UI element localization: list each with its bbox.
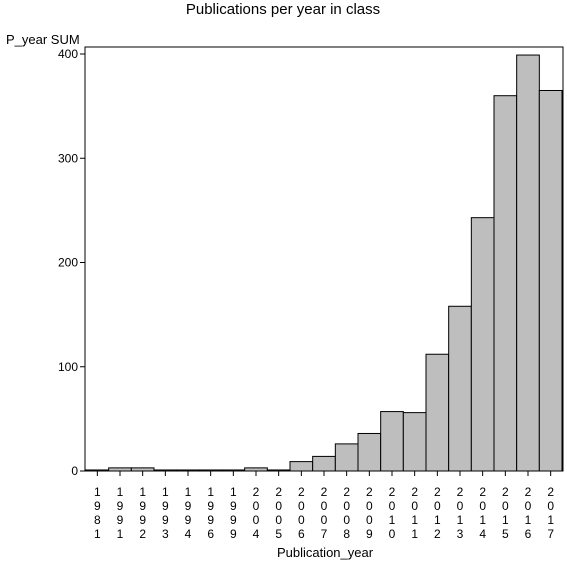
bar-1981 [85, 469, 110, 472]
bar-2012 [425, 353, 450, 472]
y-tick-label: 400 [58, 47, 78, 61]
y-axis-label: P_year SUM [6, 32, 80, 47]
y-axis-ticks: 0 100 200 300 400 [58, 47, 85, 478]
bars-group [85, 54, 563, 472]
bar-2005 [266, 469, 291, 472]
x-axis-label: Publication_year [277, 545, 374, 560]
bar-1999 [221, 469, 246, 472]
bar-2004 [244, 467, 268, 472]
bar-2007 [312, 455, 336, 472]
y-tick-label: 300 [58, 151, 78, 165]
y-tick-label: 0 [71, 464, 78, 478]
bar-2008 [334, 443, 359, 472]
bar-2009 [357, 432, 382, 472]
bar-1991 [108, 467, 132, 472]
bar-1996 [198, 469, 223, 472]
bar-2011 [402, 412, 427, 472]
chart-title: Publications per year in class [186, 1, 380, 18]
bar-2010 [380, 411, 404, 472]
x-axis-tick-labels: 1 9 8 1 1 9 9 1 1 9 9 2 1 9 9 3 1 9 9 4 1 9 9 6 1 9 9 9 2 0 0 4 2 0 0 5 2 0 0 6… [94, 471, 554, 541]
y-tick-label: 200 [58, 256, 78, 270]
bar-1994 [176, 469, 200, 472]
bar-2006 [289, 461, 314, 472]
bar-2015 [493, 95, 518, 472]
bar-2017 [538, 89, 563, 472]
bar-1993 [153, 469, 178, 472]
bar-2014 [470, 217, 495, 472]
bar-2013 [448, 305, 472, 472]
bar-2016 [516, 54, 540, 472]
bar-1992 [130, 467, 155, 472]
y-tick-label: 100 [58, 360, 78, 374]
